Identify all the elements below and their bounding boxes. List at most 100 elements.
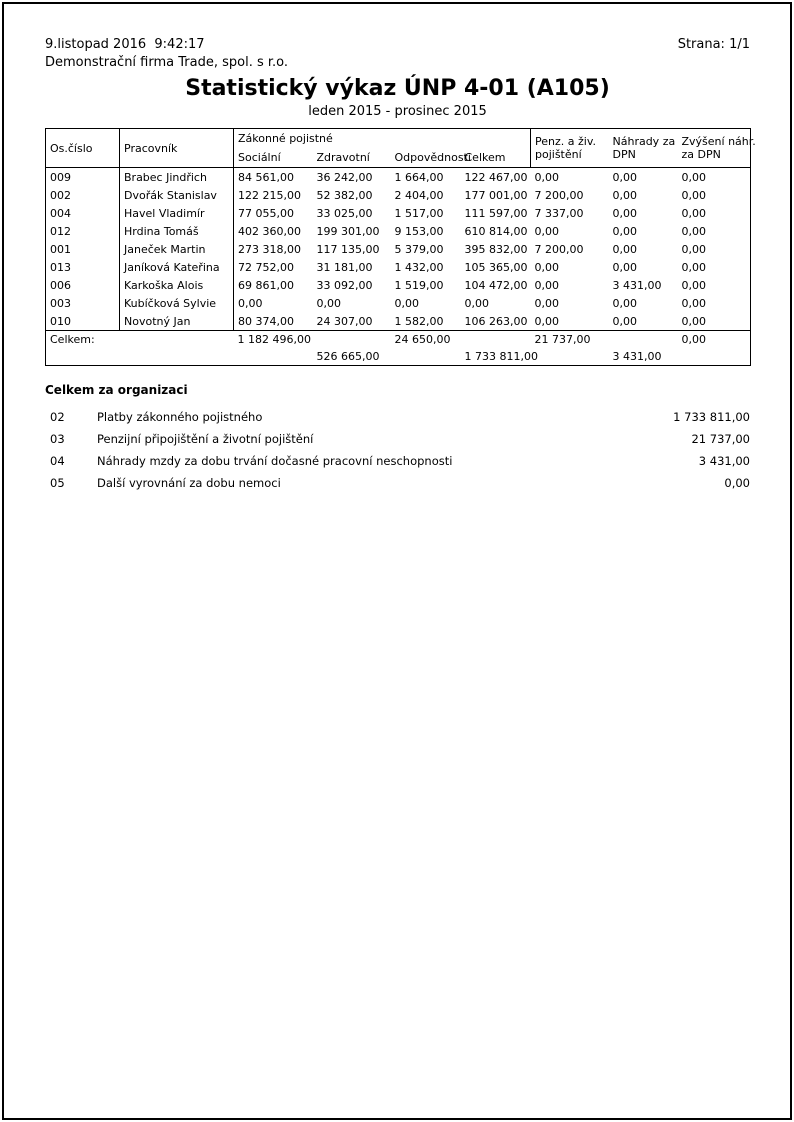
- cell-odpovednosti: 0,00: [394, 296, 420, 310]
- cell-celkem: 105 365,00: [464, 260, 528, 274]
- table-row: 001 Janeček Martin 273 318,00 117 135,00…: [45, 240, 751, 258]
- table-row: 003 Kubíčková Sylvie 0,00 0,00 0,00 0,00…: [45, 294, 751, 312]
- cell-odpovednosti: 1 517,00: [394, 206, 444, 220]
- col-header-socialni: Sociální: [233, 148, 313, 168]
- cell-pracovnik: Hrdina Tomáš: [119, 222, 234, 240]
- cell-penz: 0,00: [534, 224, 560, 238]
- table-row: 002 Dvořák Stanislav 122 215,00 52 382,0…: [45, 186, 751, 204]
- cell-pracovnik: Janeček Martin: [119, 240, 234, 258]
- cell-zvyseni: 0,00: [681, 314, 707, 328]
- cell-os-cislo: 006: [45, 276, 120, 294]
- cell-penz: 7 200,00: [534, 188, 584, 202]
- col-header-penz-line2: pojištění: [535, 148, 582, 161]
- summary-item-code: 02: [50, 410, 65, 424]
- cell-socialni: 77 055,00: [238, 206, 294, 220]
- payroll-table: Os.číslo Pracovník Zákonné pojistné Penz…: [45, 128, 756, 366]
- table-row: 006 Karkoška Alois 69 861,00 33 092,00 1…: [45, 276, 751, 294]
- cell-penz: 7 337,00: [534, 206, 584, 220]
- totals-label: Celkem:: [45, 330, 234, 348]
- table-row: 012 Hrdina Tomáš 402 360,00 199 301,00 9…: [45, 222, 751, 240]
- cell-odpovednosti: 1 519,00: [394, 278, 444, 292]
- col-header-pracovnik: Pracovník: [119, 128, 234, 168]
- cell-odpovednosti: 1 664,00: [394, 170, 444, 184]
- cell-socialni: 402 360,00: [238, 224, 301, 238]
- summary-item-value: 3 431,00: [698, 454, 750, 468]
- summary-item-value: 21 737,00: [691, 432, 750, 446]
- cell-celkem: 177 001,00: [464, 188, 528, 202]
- cell-zdravotni: 36 242,00: [316, 170, 373, 184]
- cell-penz: 0,00: [534, 314, 560, 328]
- cell-zvyseni: 0,00: [681, 296, 707, 310]
- cell-nahrady: 0,00: [612, 170, 638, 184]
- table-row: 004 Havel Vladimír 77 055,00 33 025,00 1…: [45, 204, 751, 222]
- cell-pracovnik: Havel Vladimír: [119, 204, 234, 222]
- totals-penz: 21 737,00: [530, 330, 609, 348]
- cell-nahrady: 0,00: [612, 314, 638, 328]
- col-header-nahrady-line1: Náhrady za: [612, 135, 676, 148]
- summary-item-code: 04: [50, 454, 65, 468]
- cell-os-cislo: 001: [45, 240, 120, 258]
- col-header-zvyseni-line1: Zvýšení náhr.: [681, 135, 756, 148]
- cell-socialni: 69 861,00: [238, 278, 294, 292]
- table-row: 009 Brabec Jindřich 84 561,00 36 242,00 …: [45, 167, 751, 186]
- cell-zdravotni: 199 301,00: [316, 224, 380, 238]
- cell-zvyseni: 0,00: [681, 242, 707, 256]
- cell-os-cislo: 003: [45, 294, 120, 312]
- cell-zvyseni: 0,00: [681, 224, 707, 238]
- cell-penz: 7 200,00: [534, 242, 584, 256]
- report-content: 9.listopad 2016 9:42:17 Strana: 1/1 Demo…: [45, 36, 756, 494]
- cell-celkem: 610 814,00: [464, 224, 528, 238]
- cell-celkem: 0,00: [464, 296, 490, 310]
- col-header-penz-ziv-pojisteni: Penz. a živ. pojištění: [530, 128, 609, 168]
- col-header-penz-line1: Penz. a živ.: [535, 135, 596, 148]
- summary-item: 03 Penzijní připojištění a životní pojiš…: [45, 428, 750, 450]
- col-group-zakonne-pojistne: Zákonné pojistné: [233, 128, 531, 148]
- cell-zdravotni: 33 025,00: [316, 206, 373, 220]
- summary-item-label: Penzijní připojištění a životní pojištěn…: [97, 432, 314, 446]
- table-row: 013 Janíková Kateřina 72 752,00 31 181,0…: [45, 258, 751, 276]
- print-datetime: 9.listopad 2016 9:42:17: [45, 37, 205, 52]
- table-row: 010 Novotný Jan 80 374,00 24 307,00 1 58…: [45, 312, 751, 331]
- cell-odpovednosti: 5 379,00: [394, 242, 444, 256]
- cell-zvyseni: 0,00: [681, 170, 707, 184]
- cell-zvyseni: 0,00: [681, 260, 707, 274]
- cell-os-cislo: 010: [45, 312, 120, 331]
- report-header-line: 9.listopad 2016 9:42:17 Strana: 1/1: [45, 36, 750, 54]
- table-header-row-2: Sociální Zdravotní Odpovědnosti Celkem: [46, 148, 751, 168]
- page-number: Strana: 1/1: [677, 37, 750, 52]
- summary-item-value: 1 733 811,00: [673, 410, 750, 424]
- cell-nahrady: 3 431,00: [612, 278, 662, 292]
- col-header-nahrady-line2: DPN: [612, 148, 636, 161]
- totals-celkem: 1 733 811,00: [464, 350, 538, 363]
- cell-zdravotni: 52 382,00: [316, 188, 373, 202]
- table-header-row-1: Os.číslo Pracovník Zákonné pojistné Penz…: [45, 128, 756, 168]
- cell-pracovnik: Novotný Jan: [119, 312, 234, 331]
- cell-zvyseni: 0,00: [681, 278, 707, 292]
- cell-os-cislo: 012: [45, 222, 120, 240]
- cell-penz: 0,00: [534, 170, 560, 184]
- cell-socialni: 72 752,00: [238, 260, 294, 274]
- summary-item: 04 Náhrady mzdy za dobu trvání dočasné p…: [45, 450, 750, 472]
- col-header-odpovednosti: Odpovědnosti: [390, 148, 471, 168]
- cell-pracovnik: Janíková Kateřina: [119, 258, 234, 276]
- col-header-nahrady-dpn: Náhrady za DPN: [608, 128, 678, 168]
- summary-item: 02 Platby zákonného pojistného 1 733 811…: [45, 406, 750, 428]
- cell-socialni: 273 318,00: [238, 242, 301, 256]
- cell-os-cislo: 013: [45, 258, 120, 276]
- cell-socialni: 0,00: [238, 296, 263, 310]
- cell-socialni: 122 215,00: [238, 188, 301, 202]
- summary-item: 05 Další vyrovnání za dobu nemoci 0,00: [45, 472, 750, 494]
- cell-zdravotni: 0,00: [316, 296, 342, 310]
- report-title: Statistický výkaz ÚNP 4-01 (A105): [185, 76, 610, 101]
- col-header-zvyseni-line2: za DPN: [681, 148, 721, 161]
- cell-celkem: 111 597,00: [464, 206, 528, 220]
- cell-pracovnik: Kubíčková Sylvie: [119, 294, 234, 312]
- col-header-os-cislo: Os.číslo: [45, 128, 120, 168]
- cell-socialni: 84 561,00: [238, 170, 294, 184]
- cell-pracovnik: Dvořák Stanislav: [119, 186, 234, 204]
- cell-zdravotni: 31 181,00: [316, 260, 373, 274]
- totals-row-1: Celkem: 1 182 496,00 24 650,00 21 737,00…: [45, 330, 751, 348]
- totals-row-2: 526 665,00 1 733 811,00 3 431,00: [46, 348, 751, 366]
- cell-odpovednosti: 1 582,00: [394, 314, 444, 328]
